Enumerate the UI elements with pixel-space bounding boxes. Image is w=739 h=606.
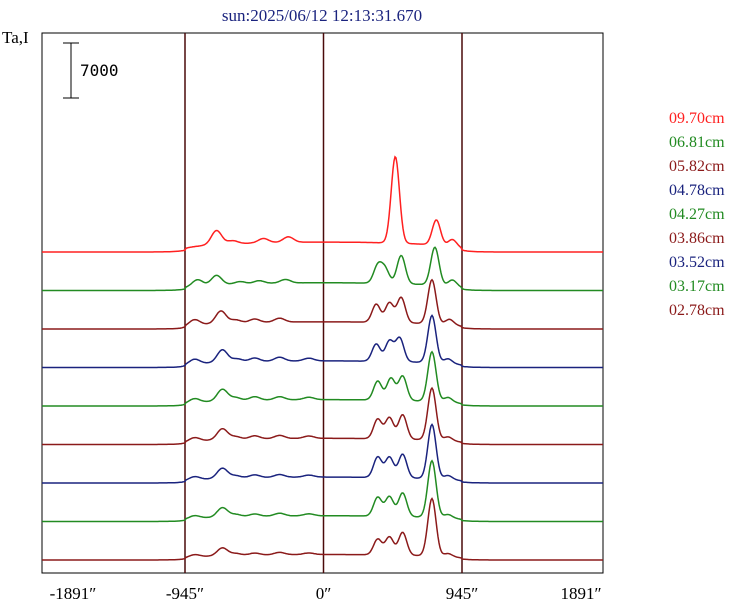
reference-lines [184,33,463,573]
series-line-05.82cm [42,278,603,330]
x-tick-label-2: 0″ [316,584,332,603]
legend-item-05.82cm: 05.82cm [669,158,725,175]
x-tick-label-0: -1891″ [50,584,97,603]
series-line-03.17cm [42,459,603,523]
legend-item-03.17cm: 03.17cm [669,278,725,295]
legend-item-02.78cm: 02.78cm [669,302,725,319]
x-tick-label-4: 1891″ [560,584,601,603]
series-group [42,155,603,561]
legend-item-03.52cm: 03.52cm [669,254,725,271]
series-line-03.52cm [42,423,603,484]
series-line-04.78cm [42,314,603,369]
series-line-02.78cm [42,497,603,561]
chart-title: sun:2025/06/12 12:13:31.670 [222,6,422,25]
series-line-06.81cm [42,246,603,292]
legend-item-03.86cm: 03.86cm [669,230,725,247]
legend-item-06.81cm: 06.81cm [669,134,725,151]
x-tick-label-1: -945″ [166,584,204,603]
x-tick-label-3: 945″ [446,584,479,603]
series-line-03.86cm [42,386,603,446]
legend-item-09.70cm: 09.70cm [669,110,725,127]
scale-bar-label: 7000 [80,61,119,80]
legend: 09.70cm 06.81cm 05.82cm 04.78cm 04.27cm 03.86… [669,110,725,319]
x-axis-ticks: -1891″ -945″ 0″ 945″ 1891″ [50,584,602,603]
plot-frame [41,32,604,574]
series-line-04.27cm [42,350,603,407]
scale-bar: 7000 [63,42,119,99]
y-axis-label: Ta,I [2,28,29,47]
legend-item-04.78cm: 04.78cm [669,182,725,199]
series-line-09.70cm [42,155,603,253]
legend-item-04.27cm: 04.27cm [669,206,725,223]
